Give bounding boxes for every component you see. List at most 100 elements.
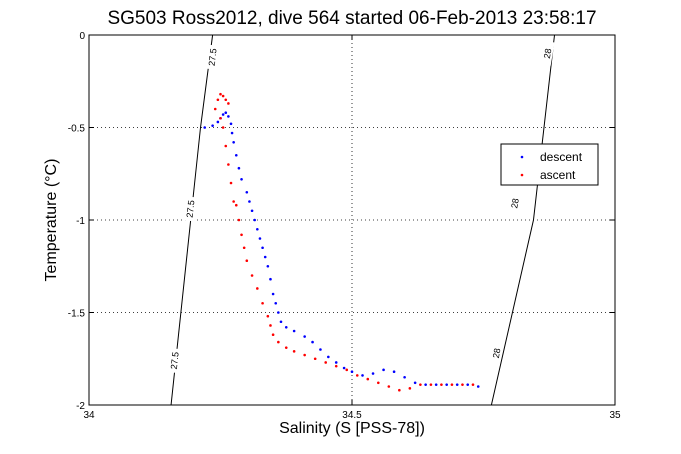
descent-point-25 [277,311,280,314]
descent-point-7 [229,122,233,126]
x-tick-label-0: 34 [83,410,95,421]
ascent-point-12 [234,203,238,207]
ascent-point-4 [227,102,230,105]
contour-label-1-1: 28 [509,198,521,210]
ascent-point-5 [213,107,217,111]
ascent-point-7 [221,126,225,129]
contour-label-bg-0-2 [168,348,182,374]
contour-label-bg-1-0 [540,40,555,67]
descent-point-40 [403,375,406,379]
grid [89,35,615,405]
ascent-point-6 [219,116,222,120]
descent-point-38 [382,368,385,372]
descent-point-15 [250,209,254,213]
descent-point-10 [234,153,238,157]
descent-point-44 [445,383,448,386]
descent-point-21 [266,264,270,268]
descent-point-16 [253,218,256,222]
contour-label-bg-1-1 [508,190,523,217]
x-axis-label: Salinity (S [PSS-78]) [279,420,425,437]
ascent-point-9 [227,163,230,166]
legend-box [500,143,599,186]
contour-label-0-0: 27.5 [207,48,219,67]
descent-point-23 [271,292,275,296]
ascent-point-15 [242,246,246,250]
descent-point-31 [319,348,322,351]
descent-point-35 [350,370,354,374]
y-tick-label-0: 0 [79,31,85,42]
descent-point-4 [221,113,225,116]
descent-point-37 [371,372,375,375]
y-tick-label-3: -1.5 [68,309,86,320]
contour-label-bg-0-1 [184,196,197,222]
ascent-point-35 [398,388,401,392]
ascent-point-17 [250,274,254,277]
ascent-point-25 [292,350,296,353]
ascent-point-10 [229,181,233,185]
ascent-point-33 [377,381,380,385]
descent-point-27 [284,326,288,329]
y-tick-label-2: -1 [76,216,85,227]
descent-point-22 [269,277,272,281]
descent-point-8 [230,131,234,135]
descent-point-29 [303,335,306,338]
ascent-point-14 [240,233,243,237]
descent-point-41 [413,381,417,385]
ascent-point-34 [387,385,391,388]
legend: descent ascent [500,143,599,186]
ascent-point-26 [303,353,306,357]
contour-label-0-2: 27.5 [169,351,181,370]
descent-point-26 [279,320,283,324]
contour-label-0-1: 27.5 [185,200,197,219]
ascent-point-38 [429,383,433,386]
legend-ascent-marker [520,173,524,177]
ascent-point-23 [277,340,280,344]
contour-label-bg-0-0 [206,44,219,70]
legend-ascent-label: ascent [540,168,576,182]
y-tick-label-1: -0.5 [68,124,86,135]
ascent-point-3 [224,98,228,102]
descent-point-0 [203,126,207,129]
chart-title: SG503 Ross2012, dive 564 started 06-Feb-… [107,8,596,29]
ascent-point-32 [366,377,370,381]
descent-point-46 [466,383,470,386]
descent-point-5 [224,111,228,114]
ascent-point-21 [269,324,272,327]
contour-line-1 [490,34,556,406]
descent-point-17 [256,227,259,231]
legend-descent-marker [520,155,524,159]
ascent-point-11 [232,200,235,203]
ascent-point-40 [450,383,454,386]
legend-descent-label: descent [540,150,583,164]
ascent-point-42 [471,383,475,386]
descent-point-12 [240,178,243,181]
descent-point-28 [292,329,296,333]
descent-point-24 [274,301,278,305]
descent-point-19 [261,246,264,250]
ascent-point-2 [221,94,225,98]
ascent-point-16 [245,259,249,263]
descent-point-45 [455,383,459,386]
x-tick-label-1: 34.5 [342,410,362,421]
ascent-point-31 [355,374,359,377]
descent-point-42 [424,383,427,386]
ascent-point-39 [440,383,443,386]
ascent-point-19 [261,301,264,305]
descent-point-6 [227,115,230,118]
descent-point-20 [263,255,267,259]
ascent-point-22 [271,333,275,337]
density-contours: 27.5 27.5 27.5 28 28 28 [168,34,556,406]
y-axis-label: Temperature (°C) [43,159,60,282]
ascent-point-24 [284,346,288,349]
ascent-point-20 [266,314,270,318]
descent-point-43 [434,383,438,386]
data-points [203,92,480,392]
ascent-point-36 [408,387,412,390]
ascent-point-28 [324,361,328,364]
descent-point-32 [327,355,330,359]
ascent-point-13 [237,218,241,222]
x-tick-label-2: 35 [609,410,621,421]
descent-point-30 [311,340,314,344]
descent-point-13 [245,190,249,194]
